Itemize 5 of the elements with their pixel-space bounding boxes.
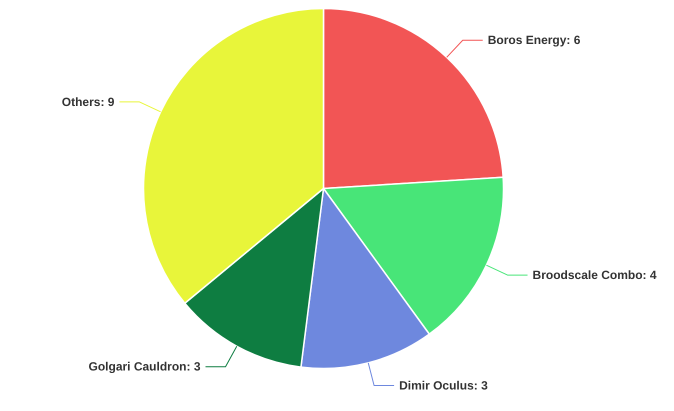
slice-label: Broodscale Combo: 4	[532, 268, 657, 282]
slice-label: Boros Energy: 6	[488, 33, 581, 48]
slice-label: Others: 9	[62, 94, 115, 109]
slice-label: Golgari Cauldron: 3	[88, 360, 201, 374]
slice-label: Dimir Oculus: 3	[399, 378, 488, 393]
